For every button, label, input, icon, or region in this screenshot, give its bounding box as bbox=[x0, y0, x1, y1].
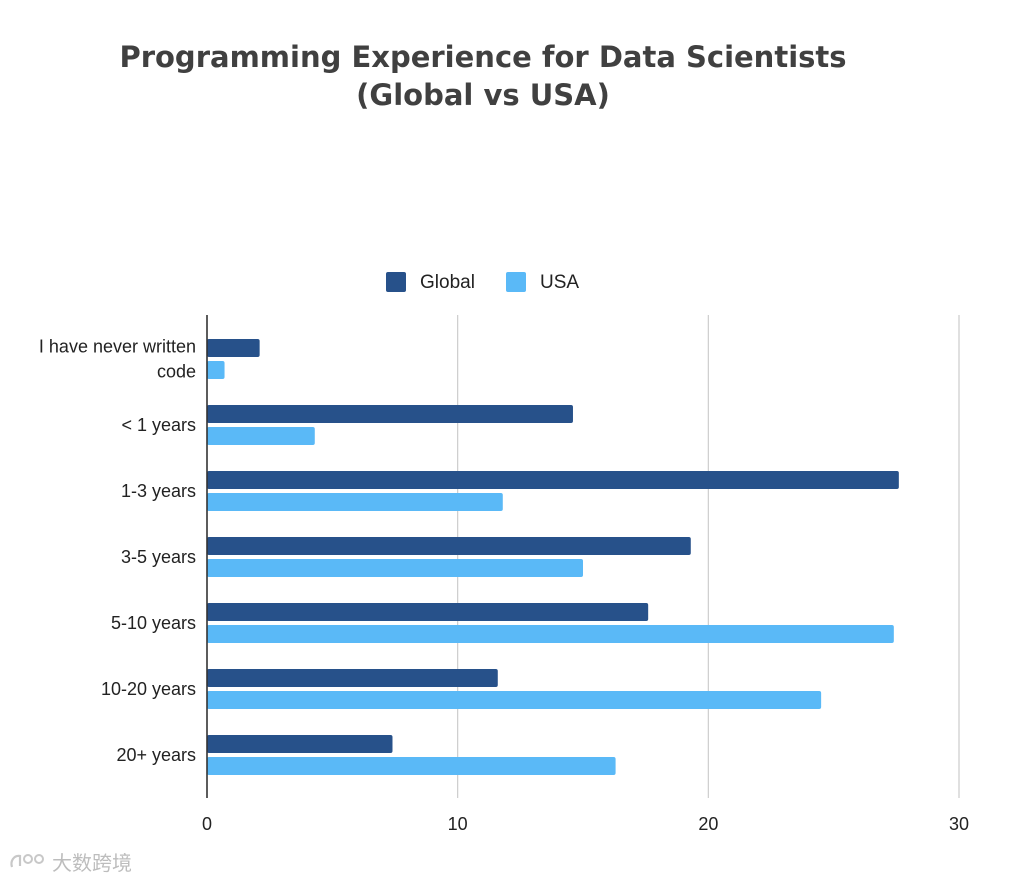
bar-usa-0 bbox=[207, 361, 225, 379]
logo-mark-icon bbox=[10, 854, 44, 868]
legend-swatch-usa[interactable] bbox=[506, 272, 526, 292]
category-label-4: 5-10 years bbox=[111, 613, 196, 633]
category-label-1: < 1 years bbox=[121, 415, 196, 435]
bar-usa-3 bbox=[207, 559, 583, 577]
bar-global-6 bbox=[207, 735, 393, 753]
bar-global-5 bbox=[207, 669, 498, 687]
bar-global-0 bbox=[207, 339, 260, 357]
bar-global-2 bbox=[207, 471, 899, 489]
bar-global-3 bbox=[207, 537, 691, 555]
legend-label-global[interactable]: Global bbox=[420, 272, 475, 293]
bar-usa-1 bbox=[207, 427, 315, 445]
category-labels: I have never written code < 1 years 1-3 yea… bbox=[39, 337, 196, 766]
x-tick-label-20: 20 bbox=[698, 814, 718, 834]
watermark: 大数跨境 bbox=[8, 846, 132, 876]
x-tick-label-30: 30 bbox=[949, 814, 969, 834]
bar-usa-5 bbox=[207, 691, 822, 709]
axes: 0 10 20 30 bbox=[202, 315, 969, 834]
bar-usa-2 bbox=[207, 493, 503, 511]
x-tick-label-0: 0 bbox=[202, 814, 212, 834]
watermark-text: 大数跨境 bbox=[52, 850, 132, 875]
bar-global-1 bbox=[207, 405, 573, 423]
bar-usa-4 bbox=[207, 625, 894, 643]
x-tick-label-10: 10 bbox=[448, 814, 468, 834]
chart-title: Programming Experience for Data Scientis… bbox=[0, 38, 966, 114]
bar-global-4 bbox=[207, 603, 649, 621]
bar-usa-6 bbox=[207, 757, 616, 775]
category-label-2: 1-3 years bbox=[121, 481, 196, 501]
category-label-0: I have never written code bbox=[39, 337, 196, 382]
chart-title-line-1: Programming Experience for Data Scientis… bbox=[119, 40, 847, 74]
category-label-5: 10-20 years bbox=[101, 679, 196, 699]
category-label-3: 3-5 years bbox=[121, 547, 196, 567]
legend-label-usa[interactable]: USA bbox=[540, 272, 579, 293]
gridlines bbox=[457, 315, 960, 798]
category-label-6: 20+ years bbox=[116, 745, 196, 765]
legend[interactable]: Global USA bbox=[386, 272, 579, 293]
chart-title-line-2: (Global vs USA) bbox=[356, 78, 610, 112]
bars bbox=[207, 339, 899, 775]
legend-swatch-global[interactable] bbox=[386, 272, 406, 292]
